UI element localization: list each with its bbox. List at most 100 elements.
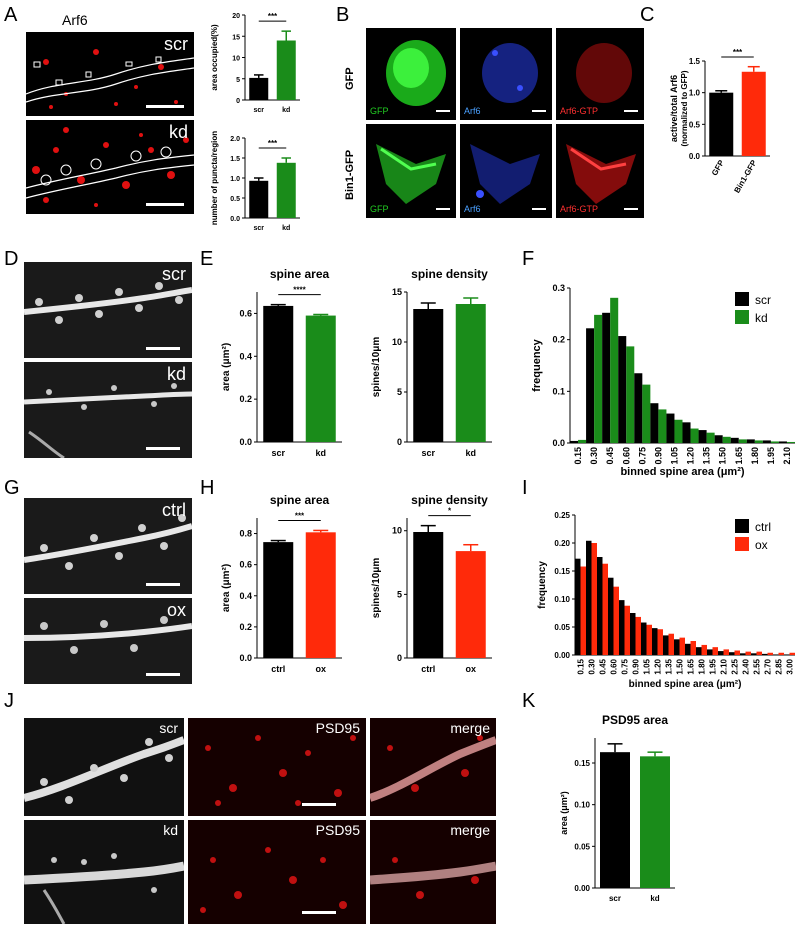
y-tick-label: 20 — [232, 13, 240, 20]
y-tick-label: 0.3 — [552, 283, 565, 293]
scale-bar — [532, 208, 546, 210]
panel-letter-j: J — [4, 690, 14, 712]
bar-scr-2.10 — [778, 441, 787, 443]
panel-letter-f: F — [522, 248, 535, 270]
x-tick-label: 1.50 — [718, 447, 728, 465]
y-tick-label: 0.2 — [239, 394, 252, 404]
y-tick-label: 10 — [392, 337, 402, 347]
bar-scr-1.80 — [746, 439, 755, 443]
bar-kd — [455, 304, 486, 442]
x-tick-label: GFP — [710, 158, 726, 177]
x-tick-label: 0.75 — [637, 447, 647, 465]
x-tick-label: 1.05 — [643, 658, 652, 674]
scale-bar — [436, 208, 450, 210]
bar-ox-1.05 — [646, 624, 652, 655]
bar-kd — [276, 40, 296, 100]
scale-bar — [146, 347, 180, 350]
y-tick-label: 5 — [397, 387, 402, 397]
x-tick-label: kd — [465, 448, 476, 458]
y-tick-label: 1.0 — [689, 89, 701, 98]
label-merge-kd: merge — [450, 822, 490, 838]
bar-ctrl — [263, 542, 294, 658]
bar-ctrl-1.50 — [674, 639, 680, 655]
y-axis-label-2: (normalized to GFP) — [680, 70, 689, 146]
label-scr-d: scr — [162, 264, 186, 284]
x-tick-label: kd — [315, 448, 326, 458]
y-tick-label: 0.0 — [230, 216, 240, 223]
b-gfp-arf6-img — [482, 43, 538, 103]
x-tick-label: 0.45 — [605, 447, 615, 465]
x-tick-label: scr — [253, 225, 264, 232]
y-axis-label: spines/10μm — [371, 337, 382, 398]
bar-ctrl-3.00 — [784, 654, 790, 655]
y-tick-label: 0.15 — [574, 759, 590, 768]
bar-ox-1.65 — [690, 641, 696, 655]
bar-ox-1.50 — [679, 637, 685, 655]
x-tick-label: 1.80 — [750, 447, 760, 465]
x-tick-label: scr — [253, 107, 264, 114]
bar-ox-2.40 — [745, 651, 751, 655]
bar-scr-0.60 — [618, 336, 627, 443]
bar-ox-0.60 — [613, 586, 619, 655]
y-axis-label: active/total Arf6 — [669, 75, 679, 142]
b-gfp-arf6: Arf6 — [460, 28, 552, 120]
bar-ox-2.70 — [767, 652, 773, 655]
significance-stars: *** — [268, 12, 278, 21]
x-tick-label: 1.20 — [654, 658, 663, 674]
bar-ctrl-1.65 — [685, 643, 691, 655]
significance-stars: *** — [295, 511, 305, 520]
legend-label-ctrl: ctrl — [755, 520, 771, 534]
label-kd-j: kd — [163, 822, 178, 838]
x-tick-label: scr — [609, 894, 621, 903]
bar-kd-0.30 — [594, 314, 603, 443]
panel-letter-k: K — [522, 690, 536, 712]
y-tick-label: 10 — [232, 56, 240, 63]
bar-ox-2.25 — [734, 650, 740, 655]
arf6-scr-image — [26, 49, 194, 109]
bar-scr-0.90 — [650, 403, 659, 443]
x-tick-label: 1.65 — [687, 658, 696, 674]
scale-bar — [146, 583, 180, 586]
x-tick-label: 0.60 — [621, 447, 631, 465]
y-axis-label: number of puncta/region — [210, 131, 219, 225]
bar-ctrl-0.75 — [619, 600, 625, 655]
bar-scr-0.75 — [634, 373, 643, 443]
bar-ctrl-0.15 — [575, 558, 581, 655]
ch-label: Arf6-GTP — [560, 204, 599, 214]
x-tick-label: 1.50 — [676, 658, 685, 674]
x-tick-label: 1.65 — [734, 447, 744, 465]
y-tick-label: 0.5 — [689, 120, 701, 129]
chart-area-occupied: 0 5 10 15 20 area occupied(%) scr kd *** — [210, 12, 300, 114]
bar-kd-1.05 — [674, 419, 683, 443]
bar-scr-1.65 — [730, 437, 739, 443]
b-bin1-arf6gtp-img — [566, 144, 636, 204]
panel-letter-d: D — [4, 248, 19, 270]
scale-bar — [436, 110, 450, 112]
y-tick-label: 10 — [392, 526, 402, 536]
j-scr-merge-img — [370, 735, 496, 802]
chart-puncta-per-region: 0.0 0.5 1.0 1.5 2.0 number of puncta/region sc… — [210, 131, 300, 232]
y-tick-label: 0 — [397, 437, 402, 447]
arf6-scr-micrograph: scr — [26, 32, 194, 116]
y-tick-label: 0.0 — [239, 437, 252, 447]
bar-ox — [455, 551, 486, 658]
y-tick-label: 0.05 — [574, 842, 590, 851]
y-tick-label: 0.2 — [552, 335, 565, 345]
x-tick-label: ctrl — [421, 664, 435, 674]
x-tick-label: 0.75 — [621, 658, 630, 674]
b-gfp-green: GFP — [366, 28, 456, 120]
x-tick-label: ctrl — [271, 664, 285, 674]
bar-ctrl-0.90 — [630, 613, 636, 655]
bar-scr-1.95 — [762, 440, 771, 443]
ch-label: Arf6 — [464, 106, 481, 116]
bar-scr-0.15 — [570, 440, 579, 443]
spine-scr-image — [24, 282, 192, 324]
significance-stars: *** — [733, 48, 743, 57]
scale-bar — [146, 673, 180, 676]
chart-spine-density-ox: spine density 0 5 10 spines/10μm ctrl ox * — [371, 493, 492, 674]
bar-kd — [305, 315, 336, 442]
x-tick-label: 2.25 — [731, 658, 740, 674]
bar-ctrl-2.85 — [773, 654, 779, 655]
bar-Bin1-GFP — [741, 71, 766, 156]
legend-label-scr: scr — [755, 293, 771, 307]
